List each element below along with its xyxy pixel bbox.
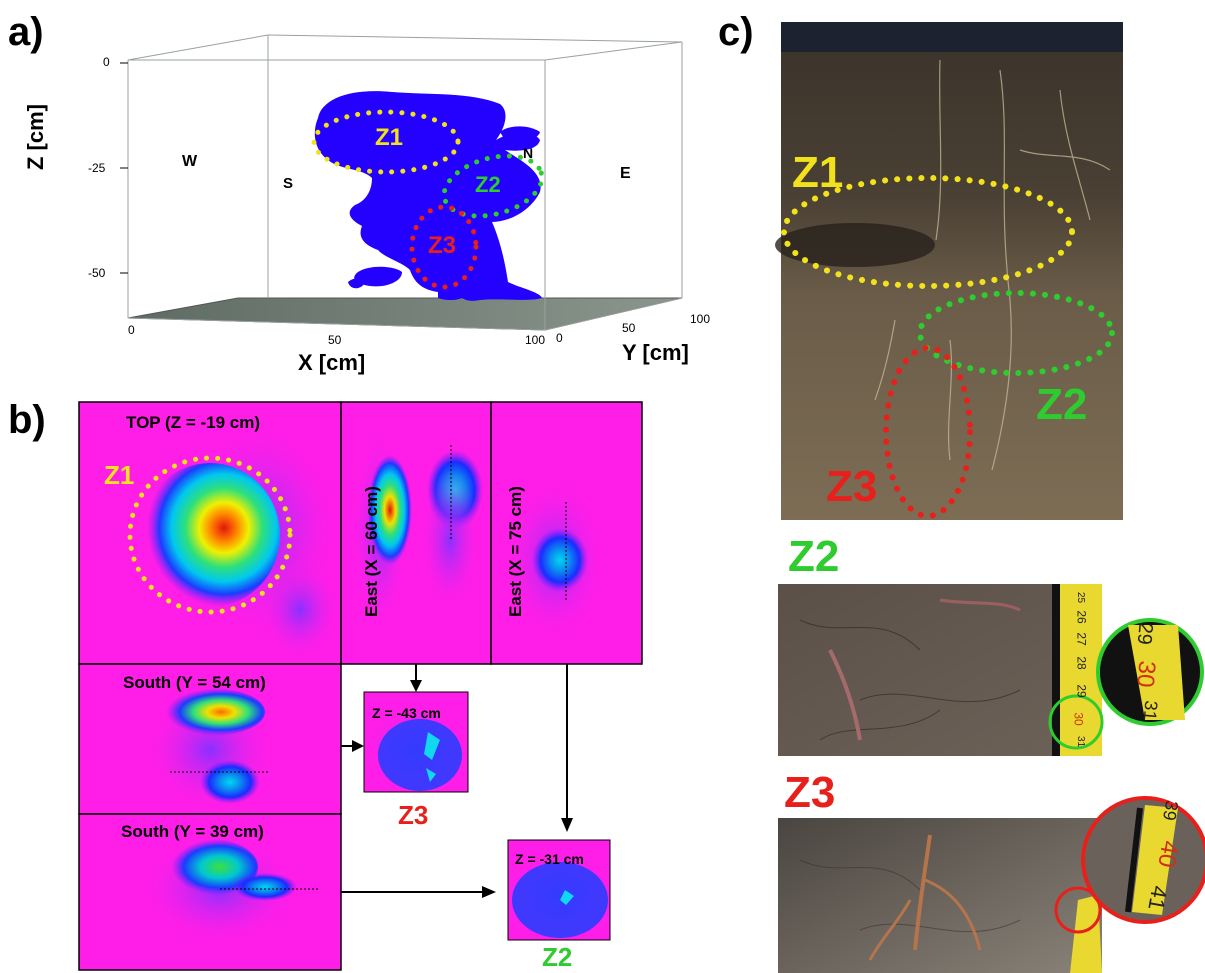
label-inset-z3: Z = -43 cm xyxy=(372,705,441,721)
z2-ellipse xyxy=(441,153,545,219)
z2-tape-29: 29 xyxy=(1074,684,1089,698)
z2-tape-circle-small xyxy=(1048,694,1104,750)
c-z3-ellipse xyxy=(883,345,973,519)
c-z2-ellipse xyxy=(917,290,1115,376)
z2-tape-28: 28 xyxy=(1074,656,1089,670)
y-axis-label: Y [cm] xyxy=(622,340,689,365)
blue-volume xyxy=(314,91,542,301)
y-tick-0: 0 xyxy=(556,331,563,345)
floor-plane xyxy=(127,297,683,331)
panel-a-3d-volume-plot xyxy=(120,34,683,331)
z3-zoom-40: 40 xyxy=(1152,838,1184,870)
b-zone-z3-label: Z3 xyxy=(398,800,429,830)
c-zone-z2-label: Z2 xyxy=(1036,380,1088,429)
z2-tape-31: 31 xyxy=(1075,735,1087,748)
label-inset-z2: Z = -31 cm xyxy=(515,851,584,867)
a-zone-z1-label: Z1 xyxy=(375,124,404,151)
direction-south: S xyxy=(283,175,294,192)
label-south-39: South (Y = 39 cm) xyxy=(121,822,264,841)
y-tick-100: 100 xyxy=(690,312,711,326)
direction-west: W xyxy=(182,153,198,170)
c-z1-ellipse xyxy=(781,175,1075,289)
y-tick-50: 50 xyxy=(622,321,636,335)
z2-tape-27: 27 xyxy=(1074,632,1089,646)
bounding-box xyxy=(127,34,683,331)
panel-b-slices xyxy=(78,401,643,971)
x-tick-50: 50 xyxy=(328,333,342,347)
c-zone-z3-label: Z3 xyxy=(826,462,878,511)
z2-tape-30: 30 xyxy=(1071,712,1086,726)
a-zone-z2-label: Z2 xyxy=(475,172,501,197)
z-tick-0: 0 xyxy=(103,55,110,69)
label-east-60: East (X = 60 cm) xyxy=(362,486,381,617)
panel-a-letter: a) xyxy=(8,10,44,54)
z2-tape-25: 25 xyxy=(1075,591,1087,604)
z2-tape-measure xyxy=(1058,584,1102,756)
z2-closeup-photo xyxy=(778,584,1102,756)
label-top-slice: TOP (Z = -19 cm) xyxy=(126,413,260,432)
z1-ellipse xyxy=(311,109,461,175)
z-tick-25: -25 xyxy=(88,161,106,175)
x-tick-100: 100 xyxy=(525,333,546,347)
z3-zoom-39: 39 xyxy=(1158,798,1183,823)
b-zone-z2-label: Z2 xyxy=(542,942,573,972)
x-tick-0: 0 xyxy=(128,323,135,337)
panel-b-letter: b) xyxy=(8,398,46,442)
b-zone-z1-label: Z1 xyxy=(104,460,135,490)
z3-zoom-41: 41 xyxy=(1143,883,1173,913)
z3-tape-circle-small xyxy=(1054,886,1102,934)
a-zone-z3-label: Z3 xyxy=(428,232,457,259)
z2-zoom-31: 31 xyxy=(1139,699,1162,722)
z3-closeup-photo xyxy=(778,818,1102,973)
label-south-54: South (Y = 54 cm) xyxy=(123,673,266,692)
flow-arrows xyxy=(341,664,573,898)
x-axis-label: X [cm] xyxy=(298,350,366,375)
z-tick-50: -50 xyxy=(88,266,106,280)
z3-ellipse xyxy=(409,204,479,290)
z3-closeup-title: Z3 xyxy=(784,768,836,817)
z2-zoom-30: 30 xyxy=(1131,659,1161,689)
z2-tape-26: 26 xyxy=(1074,610,1089,624)
panel-c-letter: c) xyxy=(718,10,754,54)
label-east-75: East (X = 75 cm) xyxy=(506,486,525,617)
z-axis-label: Z [cm] xyxy=(23,104,48,170)
z2-zoom-29: 29 xyxy=(1132,621,1157,646)
z3-tape-measure xyxy=(1070,895,1102,973)
direction-north: N xyxy=(523,145,534,161)
c-zone-z1-label: Z1 xyxy=(792,148,844,197)
z2-closeup-title: Z2 xyxy=(788,532,840,581)
direction-east: E xyxy=(620,165,631,182)
soil-profile-photo xyxy=(781,22,1123,520)
b-z1-ellipse xyxy=(127,455,293,615)
panel-c-photos xyxy=(775,22,1205,973)
